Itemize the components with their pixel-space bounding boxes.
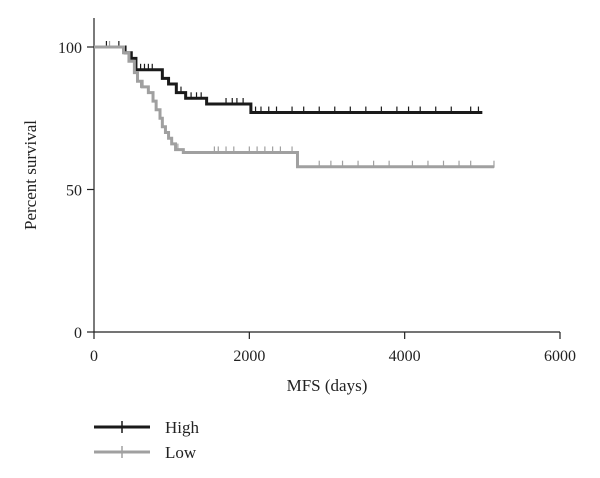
plot-area: 0 50 100 0 2000 4000 6000 (58, 18, 576, 365)
x-axis-title: MFS (days) (287, 376, 368, 395)
y-tick-label: 100 (58, 40, 82, 57)
x-axis-ticks: 0 2000 4000 6000 (90, 332, 576, 365)
y-tick-label: 0 (74, 325, 82, 342)
y-axis-title: Percent survival (21, 120, 40, 230)
x-tick-label: 0 (90, 348, 98, 365)
y-tick-label: 50 (66, 183, 82, 200)
y-axis-ticks: 0 50 100 (58, 40, 94, 342)
x-tick-label: 6000 (544, 348, 576, 365)
survival-curve-high (94, 45, 483, 115)
x-tick-label: 2000 (233, 348, 265, 365)
legend-label-high: High (165, 418, 200, 437)
series-low (94, 41, 495, 169)
legend-item-low: Low (94, 443, 197, 462)
survival-curve-low (94, 45, 494, 169)
x-tick-label: 4000 (389, 348, 421, 365)
series-layer (94, 41, 495, 169)
legend: High Low (94, 418, 200, 462)
legend-item-high: High (94, 418, 200, 437)
legend-label-low: Low (165, 443, 197, 462)
series-high (94, 41, 483, 115)
